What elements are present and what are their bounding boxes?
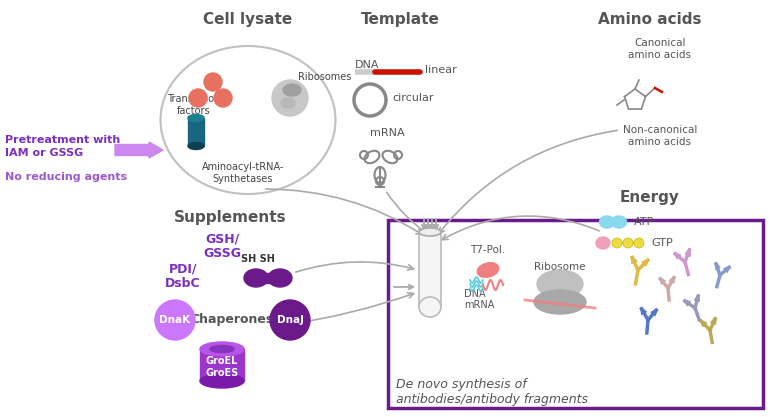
Text: circular: circular: [392, 93, 434, 103]
Text: SH SH: SH SH: [241, 254, 275, 264]
Ellipse shape: [477, 263, 499, 277]
Ellipse shape: [188, 143, 204, 150]
Text: T7-Pol.: T7-Pol.: [470, 245, 506, 255]
Text: Pretreatment with: Pretreatment with: [5, 135, 120, 145]
Text: Non-canonical
amino acids: Non-canonical amino acids: [623, 125, 697, 147]
Ellipse shape: [600, 216, 615, 228]
Text: Ribosomes: Ribosomes: [298, 72, 351, 82]
Text: mRNA: mRNA: [370, 128, 405, 138]
Ellipse shape: [200, 374, 244, 388]
Text: PDI/
DsbC: PDI/ DsbC: [165, 262, 201, 290]
Ellipse shape: [419, 228, 441, 236]
Ellipse shape: [537, 270, 583, 298]
Ellipse shape: [200, 342, 244, 356]
Ellipse shape: [244, 269, 268, 287]
Ellipse shape: [281, 98, 295, 108]
Text: De novo synthesis of: De novo synthesis of: [396, 378, 527, 391]
Text: Ribosome: Ribosome: [534, 262, 586, 272]
Text: Energy: Energy: [620, 190, 680, 205]
Ellipse shape: [596, 237, 610, 249]
Bar: [419, 232, 441, 307]
Bar: [200, 349, 244, 381]
Circle shape: [270, 300, 310, 340]
Text: GSH/
GSSG: GSH/ GSSG: [203, 232, 241, 260]
Text: linear: linear: [425, 65, 457, 75]
Circle shape: [204, 73, 222, 91]
Circle shape: [155, 300, 195, 340]
Text: ATP: ATP: [634, 217, 654, 227]
Bar: [188, 118, 204, 146]
FancyArrow shape: [115, 142, 163, 158]
Bar: [256, 273, 280, 283]
Text: Translation
factors: Translation factors: [168, 94, 221, 116]
Text: Aminoacyl-tRNA-
Synthetases: Aminoacyl-tRNA- Synthetases: [201, 162, 284, 183]
Ellipse shape: [283, 84, 301, 96]
Text: IAM or GSSG: IAM or GSSG: [5, 148, 83, 158]
Bar: [388, 220, 763, 408]
Ellipse shape: [268, 269, 292, 287]
Text: Chaperones: Chaperones: [191, 314, 273, 327]
Ellipse shape: [419, 297, 441, 317]
Text: GroEL
GroES: GroEL GroES: [205, 356, 239, 378]
Text: mRNA: mRNA: [464, 300, 494, 310]
Circle shape: [272, 80, 308, 116]
Circle shape: [189, 89, 207, 107]
Circle shape: [623, 238, 633, 248]
Text: DnaJ: DnaJ: [276, 315, 303, 325]
Circle shape: [214, 89, 232, 107]
Text: antibodies/antibody fragments: antibodies/antibody fragments: [396, 393, 588, 406]
Text: Cell lysate: Cell lysate: [203, 12, 293, 27]
Ellipse shape: [534, 290, 586, 314]
Text: Canonical
amino acids: Canonical amino acids: [628, 38, 692, 60]
Text: GTP: GTP: [651, 238, 672, 248]
Ellipse shape: [210, 346, 234, 352]
Text: Amino acids: Amino acids: [598, 12, 702, 27]
Text: DNA: DNA: [464, 289, 486, 299]
Text: Template: Template: [361, 12, 439, 27]
Ellipse shape: [611, 216, 627, 228]
Text: DnaK: DnaK: [160, 315, 191, 325]
Text: No reducing agents: No reducing agents: [5, 172, 127, 182]
Circle shape: [612, 238, 622, 248]
Text: DNA: DNA: [355, 60, 380, 70]
Circle shape: [634, 238, 644, 248]
Text: Supplements: Supplements: [174, 210, 286, 225]
Ellipse shape: [188, 115, 204, 121]
